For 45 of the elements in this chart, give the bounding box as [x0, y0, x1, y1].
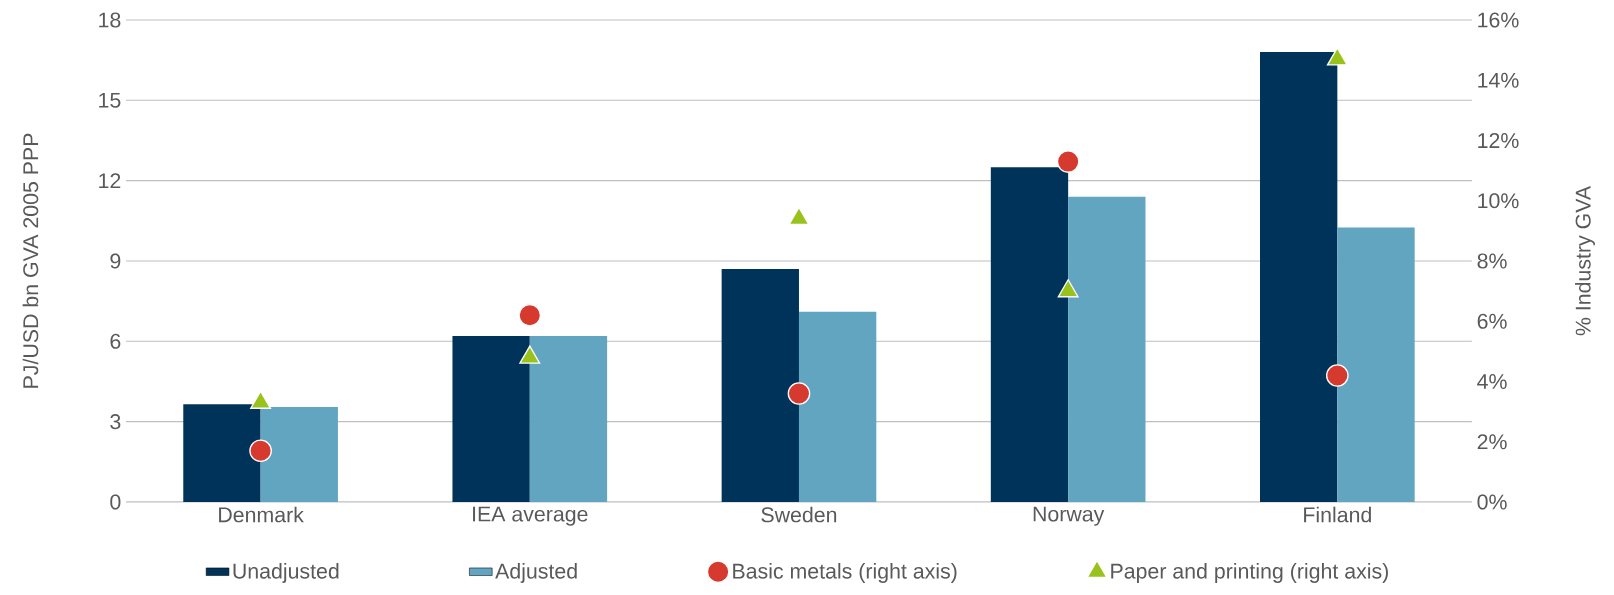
y2-tick-label: 0% [1477, 494, 1507, 510]
point [788, 206, 810, 226]
x-tick-label: Finland [1304, 506, 1371, 523]
point [787, 382, 811, 405]
x-tick-label: Denmark [219, 506, 304, 523]
x-tick-label: Sweden [761, 506, 837, 523]
y2-tick-label: 4% [1477, 374, 1507, 389]
y2-axis-title: % Industry GVA [1575, 185, 1595, 336]
y-tick-label: 15 [99, 92, 121, 108]
legend-label: Adjusted [495, 563, 577, 583]
bar [183, 404, 261, 502]
y2-tick-label: 14% [1478, 72, 1519, 88]
y2-tick-label: 2% [1477, 434, 1507, 450]
bar [452, 335, 530, 502]
legend-label: Unadjusted [233, 563, 339, 583]
legend-label: Paper and printing (right axis) [1111, 563, 1388, 583]
y2-tick-label: 8% [1477, 253, 1507, 269]
y-axis-title: PJ/USD bn GVA 2005 PPP [22, 133, 39, 388]
point [1326, 364, 1349, 387]
legend-label: Basic metals (right axis) [733, 563, 957, 583]
bar [260, 406, 338, 502]
point [518, 303, 542, 327]
y-tick-label: 3 [110, 414, 121, 430]
point [249, 439, 272, 463]
bar [721, 269, 799, 502]
y2-tick-label: 6% [1477, 313, 1507, 329]
point [1057, 279, 1079, 298]
y-tick-label: 0 [110, 494, 121, 510]
bar [990, 167, 1069, 502]
y-tick-label: 18 [99, 12, 121, 28]
x-tick-label: Norway [1033, 506, 1105, 526]
y-tick-label: 12 [99, 173, 121, 189]
y2-tick-label: 12% [1478, 132, 1519, 148]
y-tick-label: 9 [110, 253, 121, 269]
bar [529, 335, 608, 502]
bar [798, 311, 877, 502]
point [1326, 47, 1348, 66]
bar [1260, 52, 1338, 502]
y-tick-label: 6 [110, 333, 121, 349]
x-tick-label: IEA average [473, 506, 588, 526]
point [1056, 150, 1080, 173]
y2-tick-label: 10% [1478, 193, 1519, 209]
bar [1068, 196, 1146, 502]
y2-tick-label: 16% [1478, 12, 1519, 28]
bar [1337, 227, 1415, 502]
